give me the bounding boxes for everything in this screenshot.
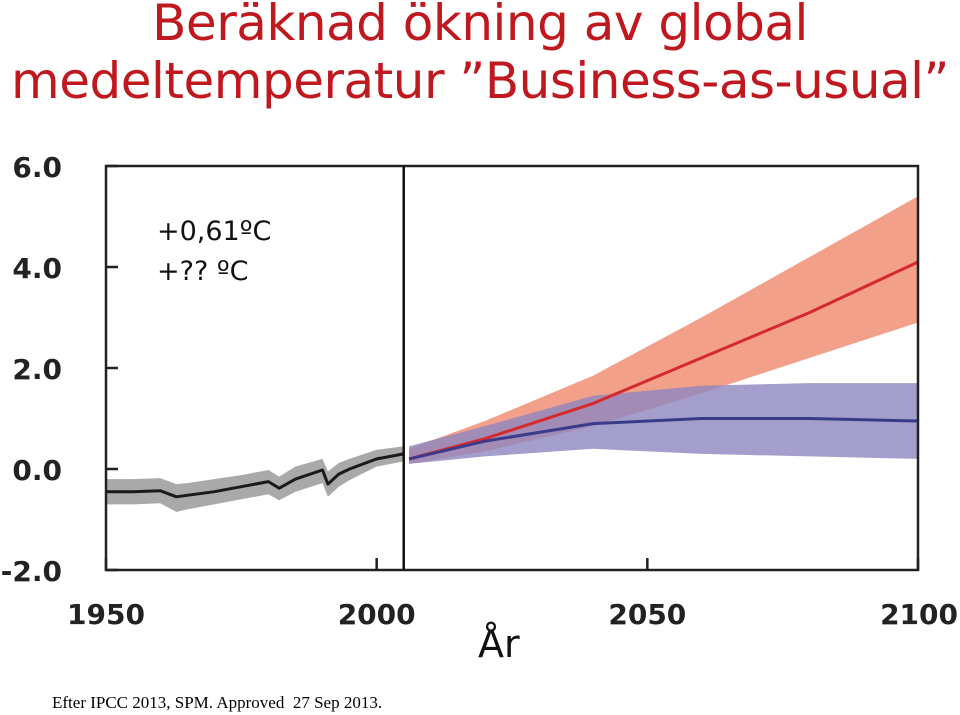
temperature-chart: -2.0 0.0 2.0 4.0 6.0 1950 2000 2050 2100	[1, 151, 958, 631]
title-line-1: Beräknad ökning av global	[152, 0, 808, 52]
annotation-future-warming: +?? ºC	[157, 256, 249, 287]
y-tick-label: 2.0	[12, 353, 62, 386]
y-tick-label: 4.0	[12, 252, 62, 285]
x-tick-label: 1950	[67, 598, 145, 631]
band-historical	[106, 446, 404, 512]
x-tick-label: 2050	[608, 598, 686, 631]
x-axis-label: År	[478, 622, 520, 666]
x-tick-label: 2000	[338, 598, 416, 631]
line-rcp85	[408, 260, 919, 461]
line-rcp26	[408, 417, 919, 461]
y-tick-label: -2.0	[1, 555, 62, 588]
y-tick-label: 6.0	[12, 151, 62, 184]
x-tick-label: 2100	[880, 598, 958, 631]
annotation-observed-warming: +0,61ºC	[157, 216, 272, 247]
title-line-2: medeltemperatur ”Business-as-usual”	[11, 52, 949, 110]
line-historical	[106, 452, 404, 499]
source-citation: Efter IPCC 2013, SPM. Approved 27 Sep 20…	[52, 693, 383, 712]
y-tick-label: 0.0	[12, 454, 62, 487]
band-rcp26	[409, 383, 918, 464]
